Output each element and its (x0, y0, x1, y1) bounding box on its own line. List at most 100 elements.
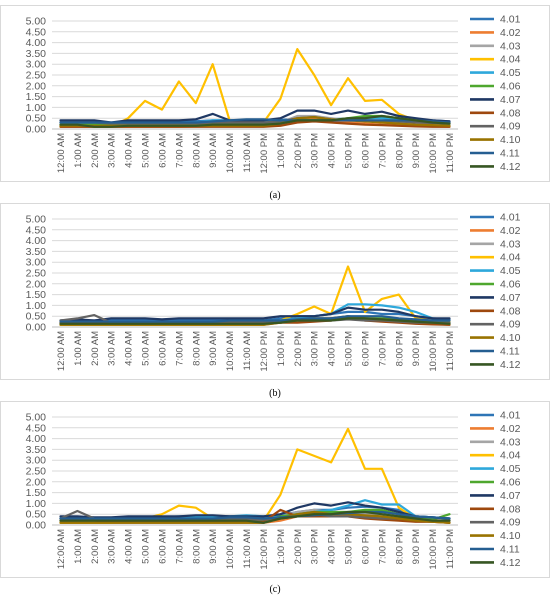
y-tick-label: 4.00 (26, 433, 47, 445)
x-tick-label: 2:00 AM (90, 529, 101, 564)
legend-label: 4.03 (500, 436, 521, 448)
legend-label: 4.12 (500, 161, 521, 173)
x-tick-label: 2:00 AM (90, 133, 101, 168)
x-tick-label: 1:00 PM (276, 133, 287, 168)
x-tick-label: 3:00 PM (310, 331, 321, 366)
legend-label: 4.10 (500, 530, 521, 542)
legend-label: 4.08 (500, 305, 521, 317)
x-tick-label: 3:00 AM (107, 133, 118, 168)
x-tick-label: 3:00 PM (310, 529, 321, 564)
x-tick-label: 11:00 AM (242, 529, 253, 569)
y-tick-label: 3.50 (26, 444, 47, 456)
x-tick-label: 9:00 PM (411, 133, 422, 168)
line-chart-a: 0.000.501.001.502.002.503.003.504.004.50… (0, 5, 550, 182)
legend-label: 4.01 (500, 212, 521, 224)
y-tick-label: 1.00 (26, 102, 47, 114)
y-tick-label: 4.50 (26, 26, 47, 38)
series-line-4-12 (59, 510, 451, 524)
series-line-4-11 (59, 315, 451, 323)
x-tick-label: 4:00 AM (124, 529, 135, 564)
x-tick-label: 10:00 PM (428, 529, 439, 570)
y-tick-label: 4.50 (26, 422, 47, 434)
legend-label: 4.04 (500, 54, 521, 66)
y-tick-label: 4.00 (26, 235, 47, 247)
x-tick-label: 6:00 AM (157, 529, 168, 564)
legend-label: 4.11 (500, 544, 520, 556)
y-tick-label: 3.00 (26, 455, 47, 467)
x-tick-label: 3:00 AM (107, 331, 118, 366)
y-tick-label: 0.50 (26, 113, 47, 125)
y-tick-label: 3.00 (26, 257, 47, 269)
legend-label: 4.10 (500, 134, 521, 146)
chart-panel-c: 0.00 0.50 1.00 1.50 2.00 2.50 3.00 3.50 4.00 4.50… (0, 401, 550, 578)
x-tick-label: 7:00 AM (174, 529, 185, 564)
y-tick-label: 1.00 (26, 498, 47, 510)
legend-label: 4.03 (500, 238, 521, 250)
y-tick-label: 2.50 (26, 70, 47, 82)
x-tick-label: 4:00 AM (124, 133, 135, 168)
x-tick-label: 8:00 AM (191, 331, 202, 366)
series-lines (59, 47, 451, 128)
chart-frame (0, 401, 550, 578)
legend-label: 4.07 (500, 94, 521, 106)
caption-a: (a) (269, 190, 281, 201)
x-tick-label: 11:00 PM (445, 331, 456, 371)
legend-label: 4.08 (500, 107, 521, 119)
y-tick-label: 0.00 (26, 322, 47, 334)
x-tick-label: 4:00 PM (327, 133, 338, 168)
chart-panel-a: 0.00 0.50 1.00 1.50 2.00 2.50 3.00 3.50 4.00 4.50… (0, 5, 550, 182)
y-tick-label: 5.00 (26, 214, 47, 226)
x-tick-label: 9:00 PM (411, 529, 422, 564)
x-tick-label: 2:00 PM (293, 331, 304, 366)
x-tick-label: 3:00 AM (107, 529, 118, 564)
y-tick-label: 1.50 (26, 289, 47, 301)
series-line-4-11 (59, 510, 451, 520)
legend-label: 4.01 (500, 14, 521, 26)
y-tick-label: 0.50 (26, 311, 47, 323)
x-tick-label: 12:00 AM (56, 529, 67, 569)
x-tick-label: 5:00 AM (141, 529, 152, 564)
y-tick-label: 2.50 (26, 268, 47, 280)
series-lines (59, 427, 451, 524)
x-tick-label: 1:00 PM (276, 529, 287, 564)
x-tick-label: 4:00 AM (124, 331, 135, 366)
x-tick-label: 5:00 PM (344, 529, 355, 564)
y-tick-label: 0.50 (26, 509, 47, 521)
x-tick-label: 8:00 PM (394, 133, 405, 168)
series-line-4-07 (59, 306, 451, 322)
x-tick-label: 8:00 AM (191, 529, 202, 564)
gridlines (52, 20, 458, 130)
legend-label: 4.09 (500, 121, 521, 133)
x-tick-label: 1:00 AM (73, 331, 84, 366)
x-tick-label: 7:00 AM (174, 331, 185, 366)
y-tick-label: 5.00 (26, 16, 47, 28)
x-tick-label: 11:00 AM (242, 331, 253, 371)
legend-label: 4.01 (500, 410, 521, 422)
x-tick-label: 7:00 PM (377, 331, 388, 366)
x-tick-label: 9:00 AM (208, 331, 219, 366)
legend: 4.014.024.03 4.044.05 4.064.074.08 4.094.10… (470, 14, 521, 173)
legend-label: 4.03 (500, 40, 521, 52)
x-tick-label: 10:00 AM (225, 133, 236, 173)
y-tick-label: 2.50 (26, 466, 47, 478)
y-tick-label: 5.00 (26, 412, 47, 424)
x-tick-label: 9:00 AM (208, 133, 219, 168)
x-tick-label: 7:00 PM (377, 529, 388, 564)
line-chart-b: 0.000.501.001.502.002.503.003.504.004.50… (0, 203, 550, 380)
y-tick-label: 1.00 (26, 300, 47, 312)
legend: 4.014.024.03 4.044.05 4.064.074.08 4.094.10… (470, 410, 521, 569)
y-tick-label: 1.50 (26, 487, 47, 499)
series-line-4-12 (59, 114, 451, 128)
y-tick-label: 0.00 (26, 520, 47, 532)
legend-label: 4.02 (500, 423, 521, 435)
caption-b: (b) (269, 388, 281, 399)
y-tick-label: 2.00 (26, 278, 47, 290)
y-tick-label: 4.50 (26, 224, 47, 236)
legend-label: 4.12 (500, 557, 521, 569)
legend-label: 4.06 (500, 279, 521, 291)
legend-label: 4.05 (500, 463, 521, 475)
series-line-4-11 (59, 118, 451, 124)
x-tick-label: 12:00 PM (259, 331, 270, 372)
legend-label: 4.07 (500, 490, 521, 502)
legend-label: 4.04 (500, 252, 521, 264)
